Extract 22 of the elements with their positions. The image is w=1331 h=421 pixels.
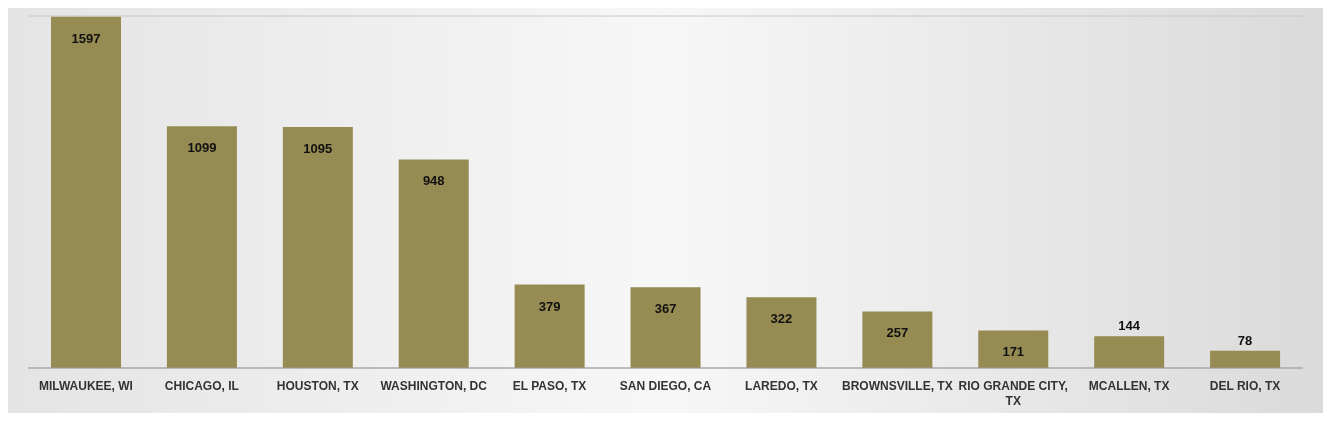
- data-label: 171: [1002, 344, 1025, 360]
- data-label: 1095: [303, 141, 333, 157]
- x-tick-label: RIO GRANDE CITY, TX: [958, 379, 1068, 408]
- x-tick-label: DEL RIO, TX: [1209, 379, 1281, 393]
- data-label: 1597: [71, 30, 101, 46]
- x-tick-label: BROWNSVILLE, TX: [841, 379, 953, 393]
- data-label: 367: [654, 301, 677, 317]
- x-tick-label: HOUSTON, TX: [276, 379, 359, 393]
- x-tick-label: SAN DIEGO, CA: [619, 379, 712, 393]
- data-label: 144: [1118, 318, 1141, 334]
- data-label: 948: [422, 173, 445, 189]
- x-tick-label: WASHINGTON, DC: [380, 379, 488, 393]
- x-tick-label: MCALLEN, TX: [1088, 379, 1170, 393]
- data-label: 1099: [187, 140, 217, 156]
- x-tick-label: CHICAGO, IL: [164, 379, 239, 393]
- x-tick-label: MILWAUKEE, WI: [38, 379, 133, 393]
- data-label: 379: [538, 298, 561, 314]
- data-label: 257: [886, 325, 909, 341]
- x-tick-label: EL PASO, TX: [512, 379, 587, 393]
- data-label: 78: [1237, 332, 1253, 348]
- data-label: 322: [770, 311, 793, 327]
- x-tick-label: LAREDO, TX: [745, 379, 818, 393]
